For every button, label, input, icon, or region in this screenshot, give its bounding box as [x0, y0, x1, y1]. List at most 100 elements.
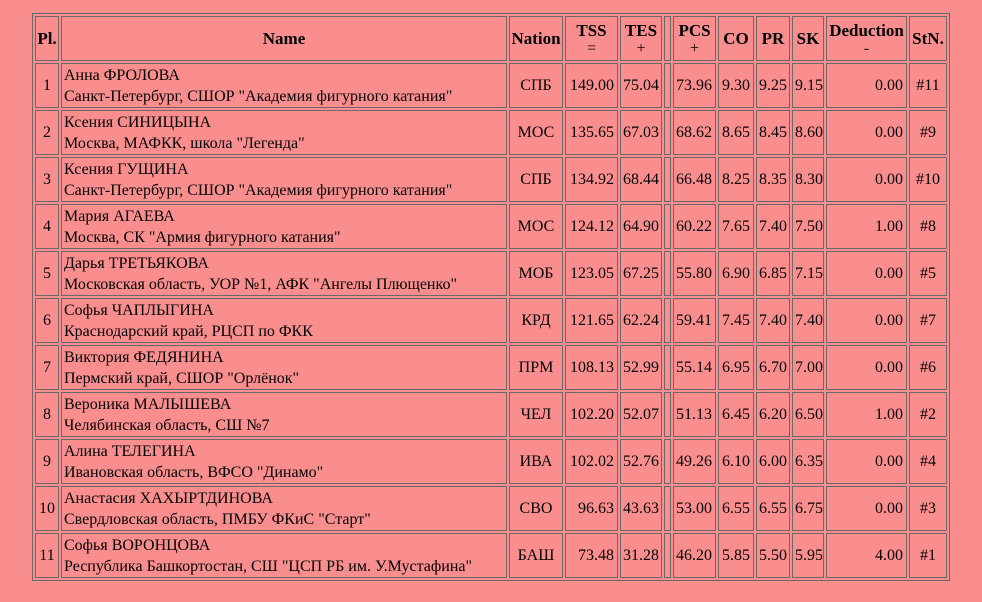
cell-pr: 8.45 — [756, 110, 790, 155]
cell-pcs: 53.00 — [673, 486, 716, 531]
cell-name: Вероника МАЛЫШЕВА Челябинская область, С… — [61, 392, 507, 437]
cell-sk: 7.15 — [792, 251, 824, 296]
cell-deduction: 0.00 — [826, 298, 907, 343]
cell-sk: 5.95 — [792, 533, 824, 578]
cell-sk: 7.00 — [792, 345, 824, 390]
col-header-sk: SK — [792, 16, 824, 61]
skater-club: Санкт-Петербург, СШОР "Академия фигурног… — [64, 87, 453, 105]
table-row: 1 Анна ФРОЛОВА Санкт-Петербург, СШОР "Ак… — [35, 63, 947, 108]
cell-place: 8 — [35, 392, 59, 437]
col-header-stn: StN. — [909, 16, 947, 61]
cell-tss: 121.65 — [565, 298, 618, 343]
cell-tss: 149.00 — [565, 63, 618, 108]
skater-name: Алина ТЕЛЕГИНА — [64, 442, 196, 460]
header-row: Pl. Name Nation TSS = TES + PCS + CO PR SK … — [35, 16, 947, 61]
cell-place: 5 — [35, 251, 59, 296]
cell-deduction: 4.00 — [826, 533, 907, 578]
col-header-tss: TSS = — [565, 16, 618, 61]
cell-stn: #4 — [909, 439, 947, 484]
cell-sk: 7.40 — [792, 298, 824, 343]
col-header-spacer — [664, 16, 671, 61]
col-header-name: Name — [61, 16, 507, 61]
cell-nation: СПБ — [509, 157, 563, 202]
cell-spacer — [664, 204, 671, 249]
cell-pr: 9.25 — [756, 63, 790, 108]
cell-deduction: 0.00 — [826, 110, 907, 155]
cell-deduction: 1.00 — [826, 204, 907, 249]
cell-name: Анна ФРОЛОВА Санкт-Петербург, СШОР "Акад… — [61, 63, 507, 108]
cell-pr: 6.20 — [756, 392, 790, 437]
cell-stn: #2 — [909, 392, 947, 437]
skater-name: Софья ВОРОНЦОВА — [64, 536, 211, 554]
cell-place: 4 — [35, 204, 59, 249]
cell-place: 11 — [35, 533, 59, 578]
cell-tes: 67.25 — [620, 251, 662, 296]
cell-pr: 5.50 — [756, 533, 790, 578]
cell-nation: МОБ — [509, 251, 563, 296]
cell-tes: 75.04 — [620, 63, 662, 108]
table-row: 2 Ксения СИНИЦЫНА Москва, МАФКК, школа "… — [35, 110, 947, 155]
cell-stn: #8 — [909, 204, 947, 249]
cell-name: Анастасия ХАХЫРТДИНОВА Свердловская обла… — [61, 486, 507, 531]
cell-place: 6 — [35, 298, 59, 343]
table-row: 5 Дарья ТРЕТЬЯКОВА Московская область, У… — [35, 251, 947, 296]
col-header-label: PCS — [678, 20, 711, 40]
cell-nation: МОС — [509, 204, 563, 249]
cell-stn: #5 — [909, 251, 947, 296]
col-header-label: Pl. — [37, 28, 57, 48]
cell-stn: #11 — [909, 63, 947, 108]
cell-nation: ПРМ — [509, 345, 563, 390]
cell-nation: СПБ — [509, 63, 563, 108]
col-header-co: CO — [718, 16, 754, 61]
cell-spacer — [664, 486, 671, 531]
cell-name: Алина ТЕЛЕГИНА Ивановская область, ВФСО … — [61, 439, 507, 484]
skater-club: Санкт-Петербург, СШОР "Академия фигурног… — [64, 181, 453, 199]
skater-club: Свердловская область, ПМБУ ФКиС "Старт" — [64, 510, 371, 528]
table-row: 8 Вероника МАЛЫШЕВА Челябинская область,… — [35, 392, 947, 437]
cell-tss: 73.48 — [565, 533, 618, 578]
cell-co: 8.25 — [718, 157, 754, 202]
skater-club: Краснодарский край, РЦСП по ФКК — [64, 322, 313, 340]
cell-co: 6.10 — [718, 439, 754, 484]
skater-club: Москва, СК "Армия фигурного катания" — [64, 228, 341, 246]
cell-place: 7 — [35, 345, 59, 390]
cell-stn: #9 — [909, 110, 947, 155]
col-header-sub: = — [586, 39, 597, 57]
cell-stn: #7 — [909, 298, 947, 343]
skater-club: Республика Башкортостан, СШ "ЦСП РБ им. … — [64, 557, 473, 575]
cell-place: 9 — [35, 439, 59, 484]
cell-pcs: 60.22 — [673, 204, 716, 249]
cell-tes: 62.24 — [620, 298, 662, 343]
skater-name: Ксения СИНИЦЫНА — [64, 113, 212, 131]
col-header-deduction: Deduction - — [826, 16, 907, 61]
cell-spacer — [664, 533, 671, 578]
cell-tes: 52.76 — [620, 439, 662, 484]
cell-name: Дарья ТРЕТЬЯКОВА Московская область, УОР… — [61, 251, 507, 296]
cell-spacer — [664, 439, 671, 484]
col-header-sub: + — [636, 39, 646, 57]
col-header-nation: Nation — [509, 16, 563, 61]
cell-name: Софья ЧАПЛЫГИНА Краснодарский край, РЦСП… — [61, 298, 507, 343]
cell-spacer — [664, 251, 671, 296]
cell-deduction: 0.00 — [826, 345, 907, 390]
cell-pr: 6.00 — [756, 439, 790, 484]
cell-tss: 108.13 — [565, 345, 618, 390]
cell-pcs: 46.20 — [673, 533, 716, 578]
skater-name: Анна ФРОЛОВА — [64, 66, 180, 84]
cell-nation: БАШ — [509, 533, 563, 578]
col-header-label: StN. — [912, 28, 944, 48]
cell-sk: 6.35 — [792, 439, 824, 484]
cell-pr: 6.55 — [756, 486, 790, 531]
table-row: 4 Мария АГАЕВА Москва, СК "Армия фигурно… — [35, 204, 947, 249]
cell-nation: ЧЕЛ — [509, 392, 563, 437]
cell-sk: 9.15 — [792, 63, 824, 108]
cell-pcs: 55.80 — [673, 251, 716, 296]
cell-tss: 135.65 — [565, 110, 618, 155]
table-row: 7 Виктория ФЕДЯНИНА Пермский край, СШОР … — [35, 345, 947, 390]
col-header-place: Pl. — [35, 16, 59, 61]
skater-name: Софья ЧАПЛЫГИНА — [64, 301, 214, 319]
cell-stn: #1 — [909, 533, 947, 578]
cell-name: Ксения СИНИЦЫНА Москва, МАФКК, школа "Ле… — [61, 110, 507, 155]
cell-pcs: 68.62 — [673, 110, 716, 155]
cell-tes: 68.44 — [620, 157, 662, 202]
